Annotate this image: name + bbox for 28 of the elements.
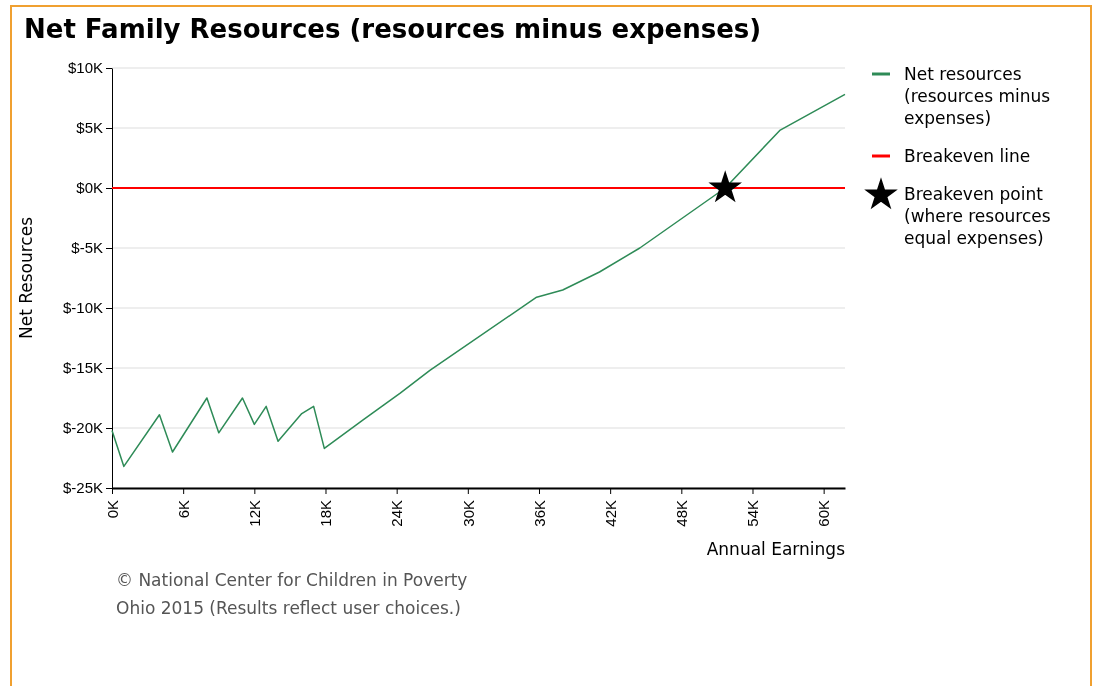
x-tick-label: 30K xyxy=(459,500,477,527)
x-tick-label: 36K xyxy=(530,500,548,527)
x-tick-label: 12K xyxy=(246,500,264,527)
y-tick-label: $-15K xyxy=(62,359,103,377)
y-tick-label: $10K xyxy=(67,59,103,77)
legend-label: Net resources (resources minus expenses) xyxy=(904,64,1051,129)
text: Ohio 2015 (Results reflect user choices.) xyxy=(116,598,461,618)
y-tick-label: $-20K xyxy=(62,419,103,437)
legend-label: Breakeven line xyxy=(904,146,1031,166)
y-tick-label: $-25K xyxy=(62,479,103,497)
x-tick-label: 18K xyxy=(317,500,335,527)
text: © National Center for Children in Poverty xyxy=(116,570,468,590)
x-tick-label: 48K xyxy=(673,500,691,527)
x-tick-label: 0K xyxy=(103,500,121,519)
x-tick-label: 60K xyxy=(815,500,833,527)
y-tick-label: $0K xyxy=(76,179,103,197)
line-series xyxy=(111,93,846,468)
x-tick-label: 24K xyxy=(388,500,406,527)
y-tick-label: $-10K xyxy=(62,299,103,317)
x-tick-label: 42K xyxy=(601,500,619,527)
y-tick-label: $5K xyxy=(76,119,103,137)
y-tick-label: $-5K xyxy=(71,239,103,257)
legend-label: Breakeven point (where resources equal expenses) xyxy=(904,184,1051,249)
chart-title: Net Family Resources (resources minus expenses) xyxy=(24,14,762,44)
x-tick-label: 6K xyxy=(174,500,192,519)
x-tick-label: 54K xyxy=(744,500,762,527)
y-axis-title: Net Resources xyxy=(16,216,36,340)
x-axis-title: Annual Earnings xyxy=(706,539,846,559)
